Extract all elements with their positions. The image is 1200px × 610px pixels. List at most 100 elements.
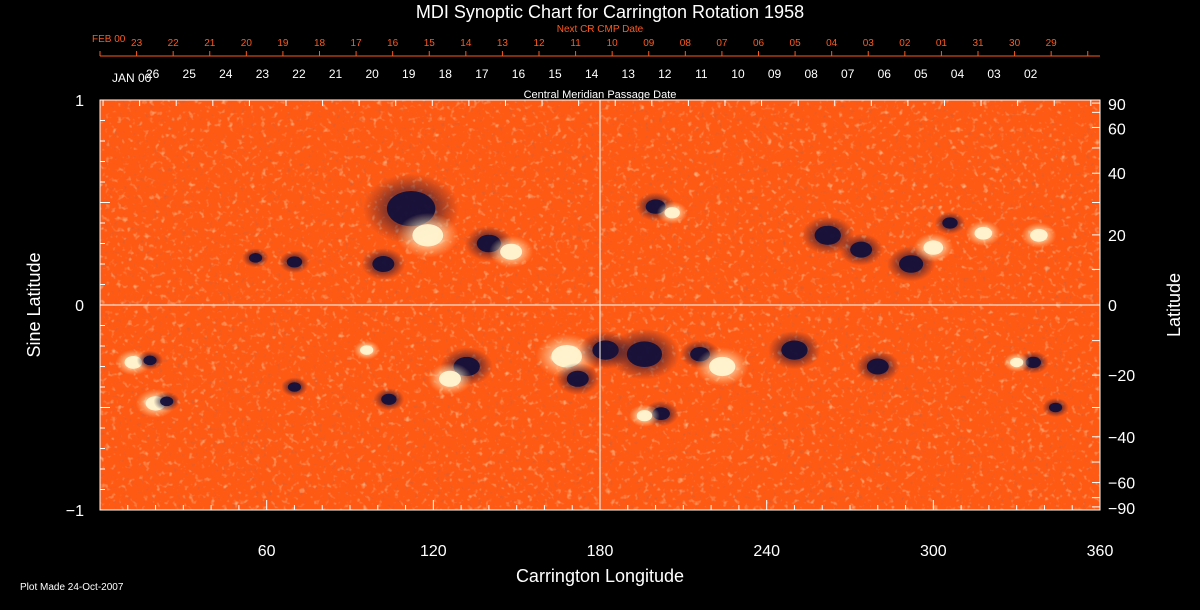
active-region-27 <box>136 350 164 370</box>
active-region-34 <box>855 350 900 383</box>
top-white-date-label: 24 <box>219 67 233 81</box>
x-tick-label: 180 <box>587 543 614 560</box>
top-white-date-axis: 26 25 24 23 22 21 20 19 18 17 16 15 14 13 12 11 10 09 08 07… <box>102 67 1092 106</box>
top-white-date-label: 17 <box>475 67 489 81</box>
top-red-date-label: 29 <box>1046 38 1058 49</box>
top-white-axis-title: Central Meridian Passage Date <box>524 89 677 101</box>
top-white-date-label: 10 <box>731 67 745 81</box>
active-region-21 <box>695 347 749 386</box>
top-red-start-label: FEB 00 <box>92 34 126 45</box>
top-red-axis-title: Next CR CMP Date <box>557 24 644 35</box>
top-white-date-label: 04 <box>951 67 965 81</box>
active-region-14 <box>965 220 1001 247</box>
x-tick-label: 60 <box>258 543 276 560</box>
y-tick-label-left: −1 <box>66 503 84 520</box>
top-red-date-label: 19 <box>277 38 289 49</box>
active-region-37 <box>1042 397 1069 418</box>
active-region-30 <box>281 377 308 397</box>
active-region-23 <box>428 362 472 395</box>
top-white-date-label: 19 <box>402 67 416 81</box>
y-tick-label-right: −20 <box>1108 368 1135 385</box>
top-white-date-label: 18 <box>439 67 453 81</box>
top-white-date-label: 06 <box>878 67 892 81</box>
top-white-date-label: 20 <box>365 67 379 81</box>
top-white-date-label: 13 <box>622 67 636 81</box>
x-tick-label: 120 <box>420 543 447 560</box>
active-region-10 <box>839 233 884 266</box>
top-red-date-label: 31 <box>972 38 984 49</box>
active-region-33 <box>768 330 821 370</box>
y-tick-label-left: 0 <box>75 298 84 315</box>
top-red-date-label: 03 <box>863 38 875 49</box>
top-red-date-axis: 23 22 21 20 19 18 17 16 15 14 13 12 11 10 09 08 07 06 05 04… <box>99 38 1089 56</box>
active-region-24 <box>373 388 405 411</box>
active-region-36 <box>1003 352 1030 372</box>
active-region-15 <box>1021 222 1057 249</box>
top-red-date-label: 15 <box>424 38 436 49</box>
y-tick-label-right: −90 <box>1108 501 1135 518</box>
top-red-date-label: 20 <box>241 38 253 49</box>
y-tick-label-right: −40 <box>1108 430 1135 447</box>
top-white-date-label: 03 <box>987 67 1001 81</box>
top-red-date-label: 30 <box>1009 38 1021 49</box>
top-red-date-label: 08 <box>680 38 692 49</box>
active-region-2 <box>361 248 406 280</box>
top-red-date-label: 04 <box>826 38 838 49</box>
active-region-6 <box>279 250 310 274</box>
top-white-date-label: 21 <box>329 67 343 81</box>
top-white-date-label: 02 <box>1024 67 1038 81</box>
active-region-32 <box>629 404 660 427</box>
top-red-date-label: 12 <box>533 38 545 49</box>
active-region-13 <box>934 211 966 235</box>
x-tick-label: 360 <box>1087 543 1114 560</box>
y-tick-label-right: 90 <box>1108 97 1126 114</box>
top-white-date-label: 22 <box>292 67 306 81</box>
top-white-date-label: 26 <box>146 67 160 81</box>
right-axis: 90 60 40 20 0 −20 −40 −60 −90 <box>1092 97 1135 518</box>
top-red-date-label: 22 <box>168 38 180 49</box>
active-regions <box>115 173 1069 427</box>
top-white-date-label: 23 <box>256 67 270 81</box>
top-white-date-label: 12 <box>658 67 672 81</box>
y-tick-label-right: 60 <box>1108 121 1126 138</box>
x-axis-title: Carrington Longitude <box>516 566 684 586</box>
top-red-date-label: 21 <box>204 38 216 49</box>
y-tick-label-right: −60 <box>1108 476 1135 493</box>
top-white-date-label: 08 <box>804 67 818 81</box>
active-region-5 <box>242 248 269 268</box>
top-white-date-label: 05 <box>914 67 928 81</box>
plot-area <box>100 100 1100 510</box>
active-region-19 <box>609 328 680 380</box>
top-red-date-label: 23 <box>131 38 143 49</box>
y-tick-label-right: 0 <box>1108 298 1117 315</box>
top-red-date-label: 18 <box>314 38 326 49</box>
x-tick-label: 240 <box>753 543 780 560</box>
top-white-date-label: 15 <box>548 67 562 81</box>
top-white-date-label: 11 <box>695 67 708 81</box>
top-white-date-label: 07 <box>841 67 855 81</box>
top-white-date-label: 25 <box>183 67 197 81</box>
top-white-date-label: 09 <box>768 67 782 81</box>
chart-title: MDI Synoptic Chart for Carrington Rotati… <box>416 2 804 22</box>
bottom-axis: 60 120 180 240 300 360 <box>99 500 1114 560</box>
top-red-date-label: 11 <box>570 38 581 49</box>
active-region-25 <box>353 340 380 360</box>
y-tick-label-right: 20 <box>1108 228 1126 245</box>
top-red-date-label: 01 <box>936 38 948 49</box>
y-tick-label-left: 1 <box>75 93 84 110</box>
left-axis: 1 0 −1 <box>66 93 110 520</box>
active-region-4 <box>489 235 534 268</box>
top-white-date-label: 16 <box>512 67 526 81</box>
top-red-date-label: 13 <box>497 38 509 49</box>
top-white-date-label: 14 <box>585 67 599 81</box>
active-region-17 <box>555 362 600 395</box>
active-region-8 <box>656 201 688 224</box>
top-red-date-label: 02 <box>899 38 911 49</box>
top-red-date-label: 14 <box>460 38 472 49</box>
top-red-date-label: 17 <box>351 38 363 49</box>
y-axis-title-right: Latitude <box>1164 273 1184 337</box>
active-region-1 <box>396 212 459 258</box>
x-tick-label: 300 <box>920 543 947 560</box>
top-red-date-label: 16 <box>387 38 399 49</box>
